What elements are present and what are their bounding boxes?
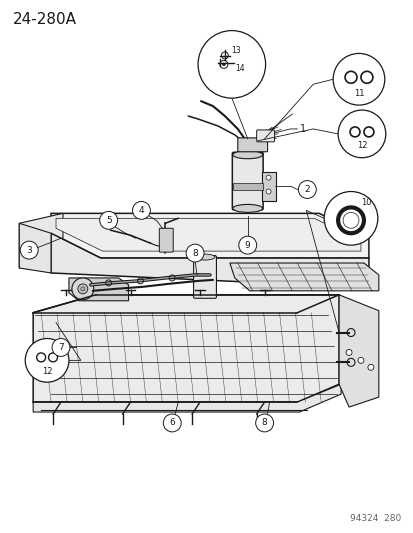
- Bar: [232, 183, 262, 190]
- Circle shape: [345, 350, 351, 356]
- Circle shape: [255, 414, 273, 432]
- Text: 94324  280: 94324 280: [349, 514, 401, 523]
- Text: 10: 10: [360, 198, 370, 207]
- Text: 8: 8: [261, 418, 267, 427]
- Text: 8: 8: [192, 248, 197, 257]
- Text: 12: 12: [356, 141, 366, 150]
- Text: 12: 12: [42, 367, 52, 376]
- Circle shape: [25, 338, 69, 382]
- Text: 6: 6: [169, 418, 175, 427]
- Circle shape: [197, 30, 265, 98]
- Circle shape: [132, 201, 150, 219]
- Polygon shape: [19, 213, 63, 268]
- Circle shape: [20, 241, 38, 259]
- Circle shape: [266, 175, 271, 180]
- Circle shape: [266, 189, 271, 194]
- Circle shape: [222, 63, 225, 66]
- Ellipse shape: [232, 151, 262, 159]
- Polygon shape: [261, 172, 275, 201]
- Text: 2: 2: [304, 185, 309, 194]
- Circle shape: [100, 212, 117, 229]
- Text: 1: 1: [300, 124, 306, 134]
- Text: 11: 11: [353, 88, 363, 98]
- Polygon shape: [33, 295, 338, 402]
- Circle shape: [357, 358, 363, 364]
- Circle shape: [72, 278, 93, 300]
- Circle shape: [186, 244, 204, 262]
- Text: 5: 5: [106, 216, 111, 225]
- FancyBboxPatch shape: [159, 228, 173, 252]
- Polygon shape: [229, 263, 378, 291]
- Circle shape: [298, 181, 316, 198]
- FancyBboxPatch shape: [193, 256, 216, 298]
- Circle shape: [78, 284, 88, 294]
- FancyBboxPatch shape: [232, 152, 263, 210]
- Circle shape: [238, 236, 256, 254]
- Text: 4: 4: [138, 206, 144, 215]
- Circle shape: [81, 287, 85, 291]
- Circle shape: [323, 191, 377, 245]
- Circle shape: [163, 414, 181, 432]
- Polygon shape: [51, 233, 368, 285]
- Polygon shape: [33, 384, 340, 412]
- FancyBboxPatch shape: [237, 138, 267, 152]
- Text: 9: 9: [244, 240, 250, 249]
- Text: 14: 14: [234, 64, 244, 73]
- Circle shape: [332, 53, 384, 105]
- FancyBboxPatch shape: [256, 130, 274, 142]
- Circle shape: [52, 338, 70, 357]
- Text: 24-280A: 24-280A: [13, 12, 77, 27]
- Polygon shape: [56, 219, 360, 251]
- Text: 3: 3: [26, 246, 32, 255]
- Polygon shape: [51, 213, 368, 258]
- Ellipse shape: [195, 254, 214, 260]
- Polygon shape: [19, 223, 51, 273]
- Polygon shape: [338, 295, 378, 407]
- Circle shape: [337, 110, 385, 158]
- Circle shape: [342, 212, 358, 228]
- Circle shape: [367, 365, 373, 370]
- Ellipse shape: [232, 205, 262, 212]
- Text: 13: 13: [230, 46, 240, 55]
- Text: 7: 7: [58, 343, 64, 352]
- Polygon shape: [69, 278, 128, 301]
